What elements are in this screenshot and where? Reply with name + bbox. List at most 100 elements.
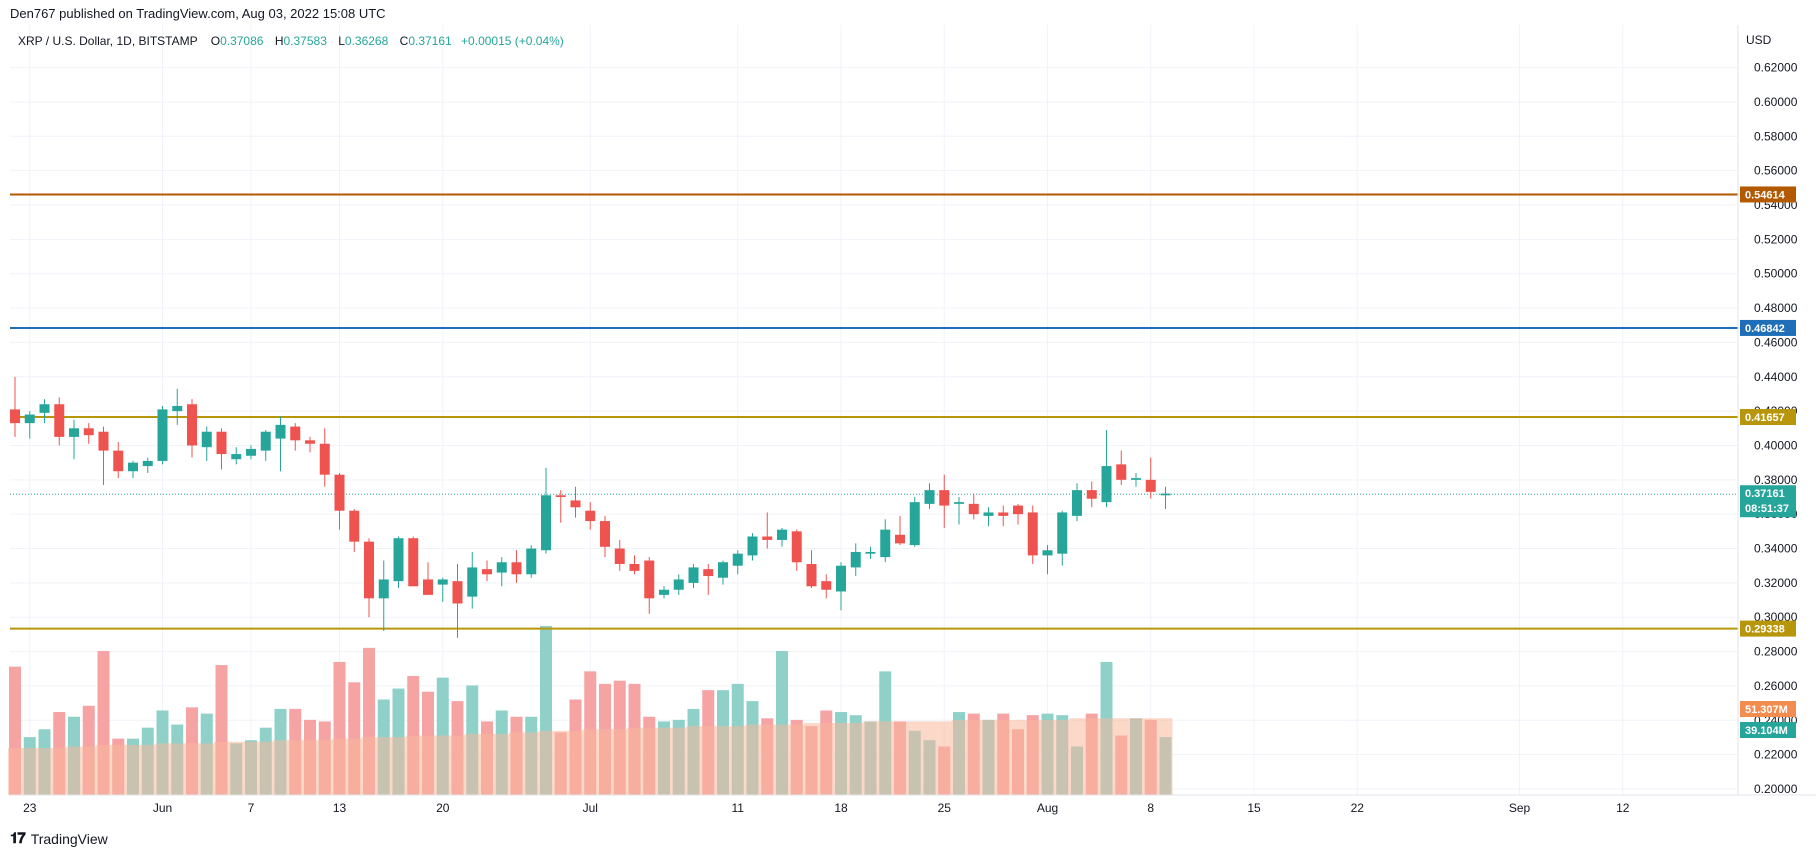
candle-body: [600, 521, 610, 547]
high-label: H: [275, 34, 284, 48]
candle-body: [201, 431, 212, 448]
candle-body: [378, 579, 389, 599]
candle-body: [1160, 493, 1171, 496]
candle-body: [688, 567, 699, 583]
candle-body: [747, 536, 758, 556]
candle-body: [732, 553, 743, 566]
candle-body: [880, 529, 891, 558]
low-label: L: [338, 34, 345, 48]
candle-body: [836, 565, 846, 592]
y-tick-label: 0.20000: [1754, 782, 1798, 796]
y-tick-label: 0.62000: [1754, 61, 1798, 75]
candle-body: [290, 426, 301, 441]
symbol-legend: XRP / U.S. Dollar, 1D, BITSTAMP O0.37086…: [18, 34, 564, 48]
candle-body: [467, 567, 478, 597]
low-value: 0.36268: [345, 34, 389, 48]
volume-ma-label: 51.307M: [1745, 704, 1788, 716]
candle-body: [791, 531, 802, 563]
candle-body: [1042, 550, 1053, 556]
candle-body: [1116, 464, 1127, 480]
candle-body: [482, 569, 492, 575]
candle-body: [496, 562, 507, 573]
symbol-name: XRP / U.S. Dollar, 1D, BITSTAMP: [18, 34, 198, 48]
candle-body: [246, 448, 256, 456]
volume-ma-area: [8, 718, 1173, 795]
candle-body: [364, 541, 374, 599]
y-tick-label: 0.34000: [1754, 542, 1798, 556]
candle-body: [614, 548, 625, 564]
level-badge-label: 0.46842: [1745, 323, 1785, 335]
candle-body: [157, 409, 168, 461]
candle-body: [659, 589, 669, 595]
time-axis-ticks[interactable]: 23 Jun 7 13 20 Jul 11 18 25 Aug 8 15 22 Sep 12: [23, 801, 1630, 815]
candle-body: [437, 579, 448, 585]
candle-body: [541, 495, 551, 551]
candles: [10, 376, 1171, 638]
published-caption: Den767 published on TradingView.com, Aug…: [10, 6, 386, 21]
plot-area[interactable]: [10, 25, 1738, 795]
candle-body: [69, 428, 79, 437]
candle-body: [349, 510, 360, 542]
candle-body: [777, 529, 787, 540]
candle-body: [83, 428, 94, 436]
candle-body: [260, 431, 271, 451]
high-value: 0.37583: [283, 34, 327, 48]
tradingview-footer[interactable]: 𝟏𝟕 TradingView: [10, 830, 108, 847]
candle-body: [231, 454, 242, 460]
volume-last-label: 39.104M: [1745, 725, 1788, 737]
candle-body: [1101, 466, 1112, 503]
candle-body: [909, 502, 920, 546]
x-tick-label: Jul: [583, 801, 598, 815]
level-badge: [1740, 186, 1796, 203]
candle-body: [24, 414, 35, 424]
close-label: C: [400, 34, 409, 48]
candle-body: [172, 405, 183, 412]
close-value: 0.37161: [408, 34, 452, 48]
y-tick-label: 0.60000: [1754, 95, 1798, 109]
price-axis-ticks[interactable]: 0.620000.600000.580000.560000.540000.520…: [1754, 61, 1798, 796]
candle-body: [718, 562, 728, 578]
level-badge: [1740, 319, 1796, 336]
candle-body: [408, 538, 419, 587]
x-tick-label: 11: [732, 801, 745, 815]
candle-body: [216, 431, 227, 455]
y-tick-label: 0.38000: [1754, 473, 1798, 487]
tradingview-logo-icon: 𝟏𝟕: [10, 830, 26, 847]
y-tick-label: 0.44000: [1754, 370, 1798, 384]
candle-body: [142, 460, 153, 467]
candle-body: [555, 495, 566, 497]
candle-body: [865, 551, 876, 554]
x-tick-label: 22: [1351, 801, 1365, 815]
y-tick-label: 0.58000: [1754, 129, 1798, 143]
candle-body: [1131, 478, 1141, 480]
x-tick-label: Jun: [153, 801, 172, 815]
candle-body: [644, 560, 655, 599]
candle-body: [511, 562, 522, 575]
candle-body: [1057, 512, 1068, 554]
candle-body: [54, 404, 65, 437]
candle-body: [703, 569, 714, 577]
x-tick-label: 15: [1247, 801, 1261, 815]
candle-body: [1013, 505, 1023, 515]
currency-label: USD: [1746, 33, 1772, 47]
open-value: 0.37086: [220, 34, 264, 48]
last-price-badge: [1740, 485, 1796, 518]
countdown-label: 08:51:37: [1745, 503, 1789, 515]
candle-body: [850, 551, 861, 568]
candle-body: [1072, 490, 1082, 516]
x-tick-label: 8: [1147, 801, 1154, 815]
candle-body: [187, 404, 197, 446]
level-badge: [1740, 620, 1796, 637]
horizontal-levels[interactable]: [10, 193, 1738, 630]
candle-body: [924, 490, 935, 504]
candle-body: [452, 581, 463, 604]
candle-body: [128, 462, 138, 472]
x-tick-label: Sep: [1509, 801, 1531, 815]
candle-body: [939, 490, 950, 506]
y-tick-label: 0.40000: [1754, 438, 1798, 452]
candle-body: [1027, 512, 1038, 556]
candle-body: [570, 500, 581, 508]
y-tick-label: 0.26000: [1754, 679, 1798, 693]
y-tick-label: 0.48000: [1754, 301, 1798, 315]
